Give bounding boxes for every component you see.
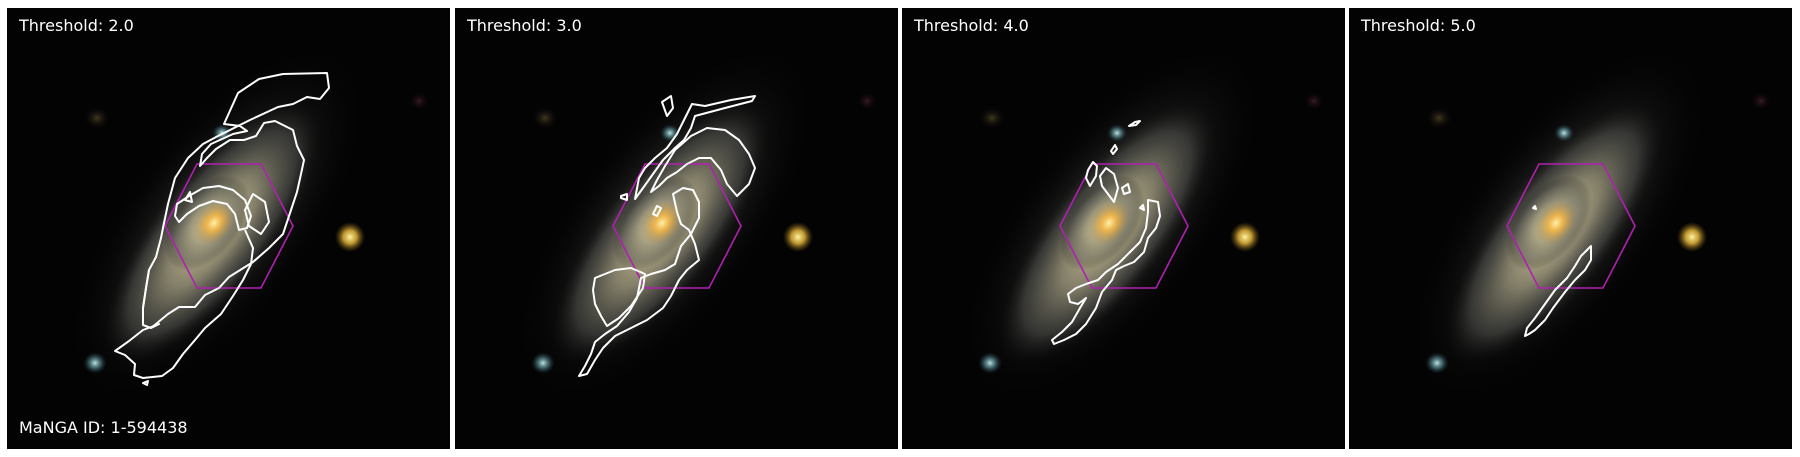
contour-group-threshold-3	[578, 95, 756, 377]
contour-small-fragment	[184, 191, 193, 203]
contour-small-blob	[1121, 183, 1131, 195]
contour-group-threshold-5	[1524, 205, 1592, 337]
contour-upper-tip	[661, 95, 674, 117]
contour-group-threshold-2	[114, 72, 330, 386]
contour-inner-ring	[174, 185, 252, 231]
panel-threshold-4: Threshold: 4.0	[902, 8, 1345, 449]
contour-group-threshold-4	[1051, 120, 1161, 345]
panel-threshold-2: Threshold: 2.0 MaNGA ID: 1-594438	[7, 8, 450, 449]
contour-right-blob	[1051, 199, 1161, 345]
contour-small-fragment	[620, 193, 628, 201]
galaxy-image-threshold-5	[1349, 8, 1792, 449]
contour-outer-arm	[142, 72, 330, 329]
contour-right-lobe	[650, 127, 756, 197]
contour-mid-center	[1099, 167, 1119, 203]
threshold-label: Threshold: 3.0	[467, 16, 582, 35]
contour-small-fragment-2	[652, 205, 662, 217]
contour-inner-tail	[244, 193, 270, 235]
contour-tiny-fragment	[142, 380, 149, 386]
contour-mid-left	[1085, 161, 1098, 187]
contour-core-lobe	[578, 187, 700, 377]
galaxy-image-threshold-4	[902, 8, 1345, 449]
threshold-label: Threshold: 4.0	[914, 16, 1029, 35]
contour-lone-dot	[1532, 205, 1537, 210]
contour-upper-fragment-2	[1110, 144, 1118, 155]
contour-spiral-tail	[114, 229, 254, 379]
contour-dot	[1139, 204, 1145, 211]
galaxy-image-threshold-3	[455, 8, 898, 449]
contour-upper-fragment	[1128, 120, 1141, 127]
contour-spiral-fragment	[1524, 245, 1592, 337]
threshold-label: Threshold: 2.0	[19, 16, 134, 35]
threshold-label: Threshold: 5.0	[1361, 16, 1476, 35]
panel-threshold-5: Threshold: 5.0	[1349, 8, 1792, 449]
panel-threshold-3: Threshold: 3.0	[455, 8, 898, 449]
contour-lower-left-lobe	[592, 267, 646, 327]
galaxy-image-threshold-2	[7, 8, 450, 449]
contour-upper-arm	[634, 95, 756, 200]
manga-id-label: MaNGA ID: 1-594438	[19, 418, 188, 437]
